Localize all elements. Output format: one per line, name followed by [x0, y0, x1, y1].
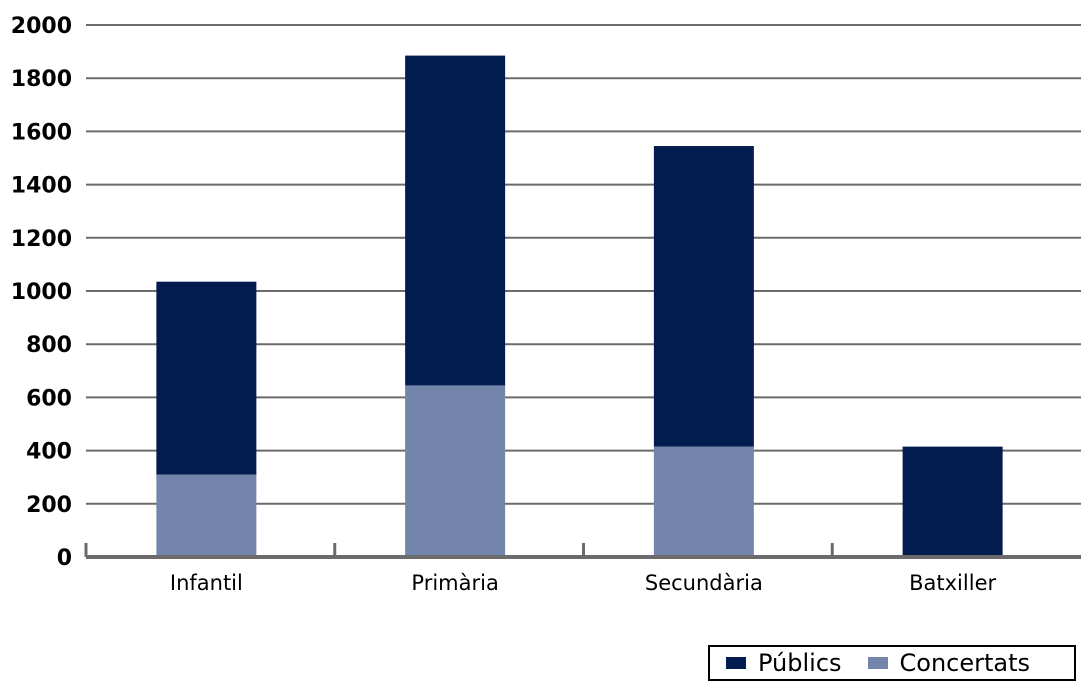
x-tick-label: Secundària: [645, 571, 763, 595]
bar-concertats-0: [156, 474, 257, 557]
y-tick-label: 800: [26, 333, 72, 358]
bar-pblics-1: [405, 55, 506, 386]
stacked-bar-chart: 0 200 400 600 800 1000 1200 1400 1600 1800 2000 In…: [11, 14, 1081, 595]
y-tick-label: 400: [26, 440, 72, 465]
bar-pblics-2: [653, 146, 754, 447]
bar-concertats-1: [405, 385, 506, 557]
legend-label-concertats: Concertats: [899, 649, 1031, 677]
y-tick-label: 1000: [11, 280, 72, 305]
bar-pblics-0: [156, 281, 257, 475]
bars: [156, 55, 1003, 557]
bar-pblics-3: [902, 446, 1003, 557]
y-tick-label: 1600: [11, 120, 72, 145]
x-axis-labels: Infantil Primària Secundària Batxiller: [170, 571, 997, 595]
legend-label-publics: Públics: [758, 649, 842, 677]
y-tick-label: 0: [57, 546, 72, 571]
y-tick-label: 200: [26, 493, 72, 518]
legend-swatch-concertats: [867, 657, 888, 669]
y-tick-label: 600: [26, 386, 72, 411]
y-tick-label: 2000: [11, 14, 72, 39]
y-axis-ticks: 0 200 400 600 800 1000 1200 1400 1600 1800 2000: [11, 14, 72, 571]
legend-swatch-publics: [726, 657, 746, 669]
y-tick-label: 1800: [11, 67, 72, 92]
legend-item-publics: Públics: [726, 649, 842, 677]
y-tick-label: 1400: [11, 174, 72, 199]
bar-concertats-2: [653, 446, 754, 557]
y-tick-label: 1200: [11, 227, 72, 252]
legend: Públics Concertats: [708, 645, 1076, 681]
legend-item-concertats: Concertats: [867, 649, 1031, 677]
x-tick-label: Primària: [411, 571, 498, 595]
x-axis: [84, 543, 1081, 559]
x-tick-label: Batxiller: [909, 571, 996, 595]
x-tick-label: Infantil: [170, 571, 243, 595]
